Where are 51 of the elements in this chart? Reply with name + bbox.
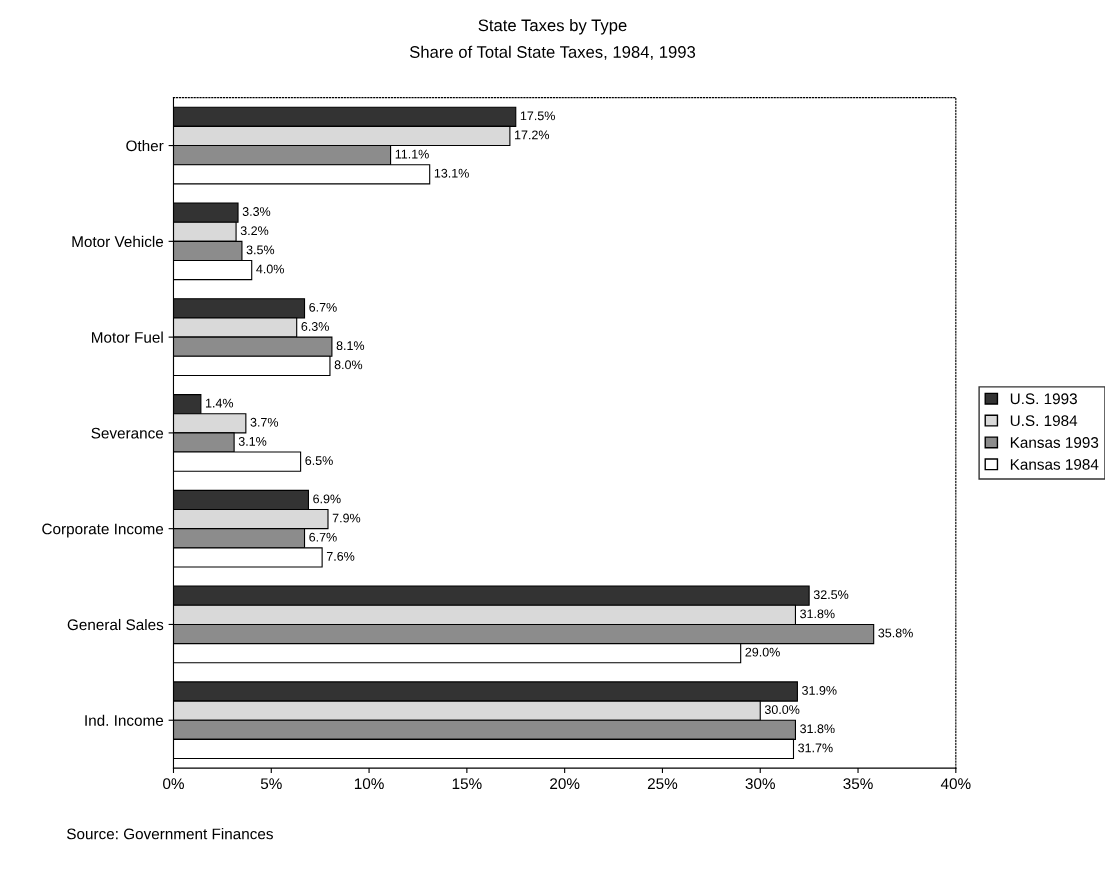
data-label: 3.2%	[240, 226, 269, 236]
legend-label: U.S. 1984	[1010, 415, 1078, 427]
y-tick-label: Corporate Income	[42, 523, 164, 538]
x-tick-label: 25%	[647, 778, 678, 790]
data-label: 8.0%	[334, 360, 363, 370]
data-label: 6.5%	[305, 456, 333, 465]
chart-subtitle: Share of Total State Taxes, 1984, 1993	[409, 45, 696, 60]
source-note: Source: Government Finances	[66, 828, 273, 840]
data-label: 13.1%	[434, 168, 469, 178]
y-tick-label: Motor Vehicle	[72, 235, 164, 248]
y-tick-label: Ind. Income	[85, 714, 164, 726]
legend-label: Kansas 1993	[1010, 437, 1099, 448]
data-label: 3.7%	[250, 417, 279, 427]
data-label: 31.7%	[798, 743, 833, 753]
data-label: 7.9%	[332, 513, 361, 523]
data-label: 31.8%	[800, 724, 835, 734]
chart-title: State Taxes by Type	[478, 19, 627, 35]
data-label: 35.8%	[878, 628, 913, 638]
y-tick-label: General Sales	[67, 618, 164, 631]
data-label: 29.0%	[745, 647, 780, 657]
data-label: 4.0%	[256, 264, 284, 274]
data-label: 6.3%	[301, 322, 329, 331]
data-label: 3.1%	[238, 436, 267, 446]
x-tick-label: 40%	[940, 778, 971, 790]
x-tick-label: 10%	[354, 778, 384, 790]
legend-label: Kansas 1984	[1010, 459, 1099, 470]
data-label: 1.4%	[205, 398, 234, 408]
x-tick-label: 35%	[843, 778, 873, 790]
data-label: 11.1%	[395, 149, 429, 159]
data-label: 32.5%	[813, 590, 849, 600]
data-label: 6.7%	[309, 532, 337, 542]
data-label: 31.9%	[802, 686, 837, 695]
data-label: 17.5%	[520, 111, 555, 121]
y-tick-label: Severance	[91, 427, 164, 439]
data-label: 17.2%	[515, 130, 550, 140]
x-tick-label: 20%	[550, 778, 580, 790]
x-tick-label: 15%	[452, 778, 482, 790]
legend-label: U.S. 1993	[1010, 393, 1077, 405]
y-tick-label: Other	[126, 140, 164, 152]
y-tick-label: Motor Fuel	[92, 331, 163, 343]
data-label: 6.9%	[313, 494, 341, 504]
x-tick-label: 30%	[745, 778, 775, 790]
data-label: 30.0%	[764, 705, 800, 715]
x-tick-label: 0%	[163, 778, 184, 790]
data-label: 31.8%	[800, 609, 835, 619]
data-label: 7.6%	[326, 551, 355, 561]
x-tick-label: 5%	[260, 778, 282, 790]
data-label: 3.5%	[246, 245, 275, 255]
data-label: 8.1%	[336, 341, 365, 351]
data-label: 3.3%	[242, 207, 271, 216]
data-label: 6.7%	[309, 302, 337, 312]
